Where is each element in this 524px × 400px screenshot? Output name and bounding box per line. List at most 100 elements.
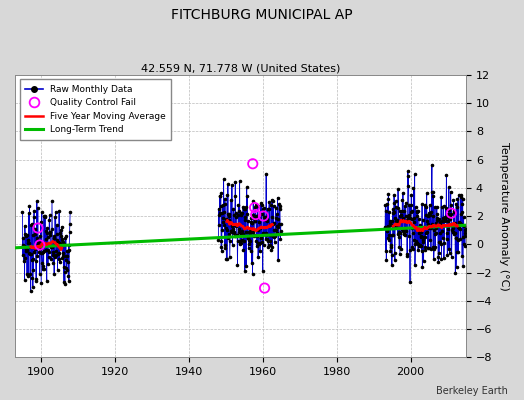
Point [21,255,30,261]
Point [458,196,467,203]
Point [41,214,49,220]
Point [397,211,405,218]
Point [34,240,42,247]
Point [250,233,258,239]
Point [386,218,394,224]
Point [243,211,251,217]
Point [223,192,231,198]
Point [26,250,35,257]
Point [384,196,392,202]
Point [219,219,227,225]
Point [40,240,49,247]
Point [48,198,56,204]
Point [389,232,398,238]
Point [42,246,51,253]
Point [241,268,249,274]
Point [395,243,403,250]
Point [216,210,224,216]
Point [244,217,252,224]
Point [402,212,410,219]
Point [264,238,272,244]
Point [217,238,226,244]
Point [398,225,406,232]
Point [270,226,278,233]
Point [392,218,401,224]
Point [257,235,265,241]
Point [410,215,418,222]
Point [447,211,455,218]
Point [37,244,46,251]
Point [47,244,55,250]
Point [394,231,402,238]
Point [31,257,40,264]
Point [422,230,431,236]
Point [417,229,425,235]
Point [222,216,230,223]
Point [40,248,48,254]
Point [424,221,432,227]
Point [441,214,450,221]
Point [412,238,420,244]
Point [216,193,224,199]
Point [276,235,285,242]
Point [261,230,270,236]
Text: FITCHBURG MUNICIPAL AP: FITCHBURG MUNICIPAL AP [171,8,353,22]
Point [41,247,50,253]
Point [248,160,257,167]
Point [422,190,431,196]
Point [62,267,71,274]
Point [65,246,73,253]
Point [454,224,462,230]
Point [450,231,458,238]
Point [217,244,225,250]
Point [49,260,58,266]
Point [265,206,273,212]
Point [47,256,56,262]
Point [408,244,417,250]
Point [29,256,37,262]
Point [230,212,238,218]
Point [453,204,461,210]
Point [53,231,61,238]
Point [215,212,224,218]
Point [246,238,254,244]
Point [38,209,46,215]
Point [272,211,281,218]
Point [402,217,411,224]
Point [457,194,465,200]
Point [457,201,466,207]
Point [400,230,408,237]
Point [266,232,274,238]
Point [415,216,423,223]
Point [388,218,397,224]
Point [218,209,226,216]
Point [258,239,266,246]
Point [427,246,435,252]
Point [265,237,274,244]
Point [431,230,439,237]
Point [384,223,392,229]
Point [41,236,50,242]
Point [224,231,233,237]
Point [414,242,423,249]
Point [225,217,233,223]
Point [37,280,46,286]
Point [399,214,408,221]
Point [386,220,394,226]
Point [414,241,422,247]
Point [439,234,447,241]
Point [220,242,228,248]
Point [223,211,232,217]
Point [63,253,71,259]
Point [240,206,248,212]
Point [407,209,415,215]
Point [260,214,268,220]
Point [274,194,282,201]
Point [48,244,56,250]
Point [430,227,439,234]
Point [43,230,51,236]
Point [233,232,241,239]
Point [225,253,234,260]
Point [452,235,461,242]
Point [428,189,436,196]
